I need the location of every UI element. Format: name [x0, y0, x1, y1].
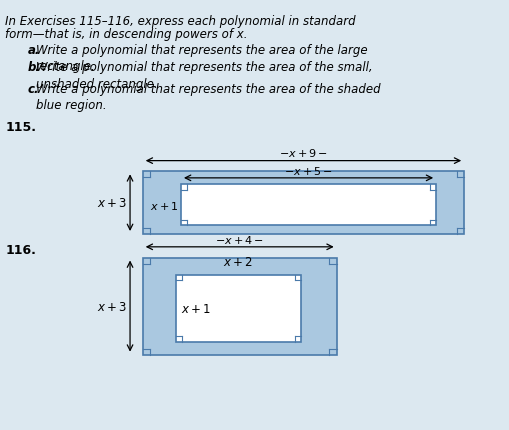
Text: $-x + 4-$: $-x + 4-$ — [215, 233, 264, 245]
Text: $x + 3$: $x + 3$ — [97, 197, 127, 210]
Text: In Exercises 115–116, express each polynomial in standard: In Exercises 115–116, express each polyn… — [5, 15, 355, 28]
Text: Write a polynomial that represents the area of the small,: Write a polynomial that represents the a… — [36, 61, 372, 74]
Text: $-x + 5-$: $-x + 5-$ — [284, 164, 332, 176]
Text: rectangle.: rectangle. — [36, 60, 95, 73]
FancyBboxPatch shape — [176, 275, 300, 342]
Text: Write a polynomial that represents the area of the shaded: Write a polynomial that represents the a… — [36, 83, 380, 95]
Text: $x + 1$: $x + 1$ — [150, 200, 178, 211]
Text: b.: b. — [28, 61, 41, 74]
Text: $x + 1$: $x + 1$ — [181, 302, 211, 315]
FancyBboxPatch shape — [143, 172, 463, 234]
FancyBboxPatch shape — [143, 258, 336, 355]
Text: 116.: 116. — [5, 243, 36, 256]
Text: $-x + 9-$: $-x + 9-$ — [278, 147, 327, 159]
Text: $x + 2$: $x + 2$ — [223, 256, 253, 269]
Text: a.: a. — [28, 44, 40, 57]
Text: c.: c. — [28, 83, 40, 95]
Text: unshaded rectangle.: unshaded rectangle. — [36, 77, 157, 90]
Text: 115.: 115. — [5, 120, 36, 133]
Text: $x + 3$: $x + 3$ — [97, 300, 127, 313]
Text: form—that is, in descending powers of x.: form—that is, in descending powers of x. — [5, 28, 247, 41]
Text: Write a polynomial that represents the area of the large: Write a polynomial that represents the a… — [36, 44, 366, 57]
Text: blue region.: blue region. — [36, 99, 106, 112]
FancyBboxPatch shape — [181, 185, 435, 226]
